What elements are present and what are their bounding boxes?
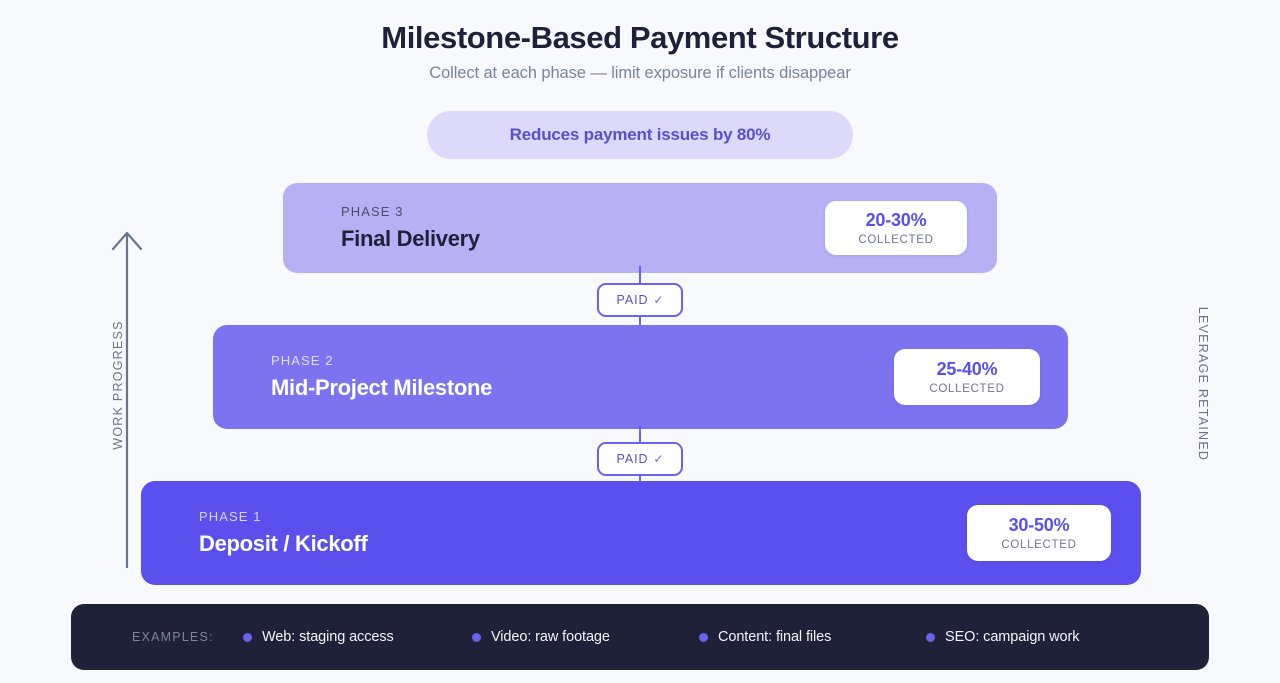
paid-badge-2[interactable]: PAID ✓ bbox=[597, 442, 683, 476]
paid-badge-2-label: PAID bbox=[616, 452, 649, 466]
phase-1-kicker: PHASE 1 bbox=[199, 509, 262, 524]
phase-bar-1[interactable]: PHASE 1 Deposit / Kickoff 30-50% COLLECT… bbox=[141, 481, 1141, 585]
phase-3-name: Final Delivery bbox=[341, 226, 480, 251]
example-label: Content: final files bbox=[718, 629, 832, 645]
phase-1-text: PHASE 1 Deposit / Kickoff bbox=[199, 509, 368, 557]
example-label: Video: raw footage bbox=[491, 629, 610, 645]
phase-3-percent: 20-30% bbox=[865, 210, 927, 230]
phase-1-name: Deposit / Kickoff bbox=[199, 531, 368, 556]
phase-2-name: Mid-Project Milestone bbox=[271, 375, 493, 400]
phase-3-text: PHASE 3 Final Delivery bbox=[341, 204, 480, 252]
phase-2-collected-label: COLLECTED bbox=[929, 383, 1005, 395]
leverage-retained-axis: LEVERAGE RETAINED bbox=[1186, 300, 1220, 470]
phase-bar-3[interactable]: PHASE 3 Final Delivery 20-30% COLLECTED bbox=[283, 183, 997, 273]
work-progress-label: WORK PROGRESS bbox=[111, 320, 125, 450]
phase-2-kicker: PHASE 2 bbox=[271, 353, 334, 368]
bullet-dot-icon bbox=[472, 632, 481, 642]
bullet-dot-icon bbox=[699, 632, 708, 642]
phase-3-kicker: PHASE 3 bbox=[341, 204, 404, 219]
examples-title: EXAMPLES: bbox=[132, 630, 214, 644]
phase-bar-2[interactable]: PHASE 2 Mid-Project Milestone 25-40% COL… bbox=[213, 325, 1068, 429]
phase-2-collected-chip: 25-40% COLLECTED bbox=[894, 349, 1040, 405]
bullet-dot-icon bbox=[926, 632, 935, 642]
connector-line-upper bbox=[639, 266, 641, 283]
connector-line-upper bbox=[639, 425, 641, 442]
highlight-badge: Reduces payment issues by 80% bbox=[427, 111, 853, 159]
phase-2-percent: 25-40% bbox=[936, 359, 998, 379]
connector-line-lower bbox=[639, 317, 641, 332]
page-title: Milestone-Based Payment Structure bbox=[381, 20, 899, 55]
check-icon: ✓ bbox=[653, 452, 664, 466]
highlight-badge-label: Reduces payment issues by 80% bbox=[509, 125, 771, 144]
example-item: Content: final files bbox=[699, 629, 831, 645]
example-item: Web: staging access bbox=[243, 629, 394, 645]
examples-bar: EXAMPLES: Web: staging access Video: raw… bbox=[71, 604, 1209, 670]
phase-1-percent: 30-50% bbox=[1008, 515, 1070, 535]
work-progress-axis: WORK PROGRESS bbox=[88, 218, 144, 570]
phase-3-collected-label: COLLECTED bbox=[858, 234, 934, 246]
leverage-retained-label: LEVERAGE RETAINED bbox=[1196, 306, 1210, 462]
paid-badge-1[interactable]: PAID ✓ bbox=[597, 283, 683, 317]
example-item: Video: raw footage bbox=[472, 629, 610, 645]
connector-phase2-phase1: PAID ✓ bbox=[597, 425, 683, 489]
example-label: SEO: campaign work bbox=[945, 629, 1080, 645]
phase-3-collected-chip: 20-30% COLLECTED bbox=[825, 201, 967, 255]
phase-1-collected-chip: 30-50% COLLECTED bbox=[967, 505, 1111, 561]
phase-1-collected-label: COLLECTED bbox=[1001, 539, 1077, 551]
example-item: SEO: campaign work bbox=[926, 629, 1080, 645]
bullet-dot-icon bbox=[243, 632, 252, 642]
paid-badge-1-label: PAID bbox=[616, 293, 649, 307]
connector-phase3-phase2: PAID ✓ bbox=[597, 266, 683, 332]
page-subtitle: Collect at each phase — limit exposure i… bbox=[429, 64, 851, 82]
phase-2-text: PHASE 2 Mid-Project Milestone bbox=[271, 353, 492, 401]
example-label: Web: staging access bbox=[262, 629, 394, 645]
up-arrow-icon bbox=[111, 231, 143, 568]
check-icon: ✓ bbox=[653, 293, 664, 307]
